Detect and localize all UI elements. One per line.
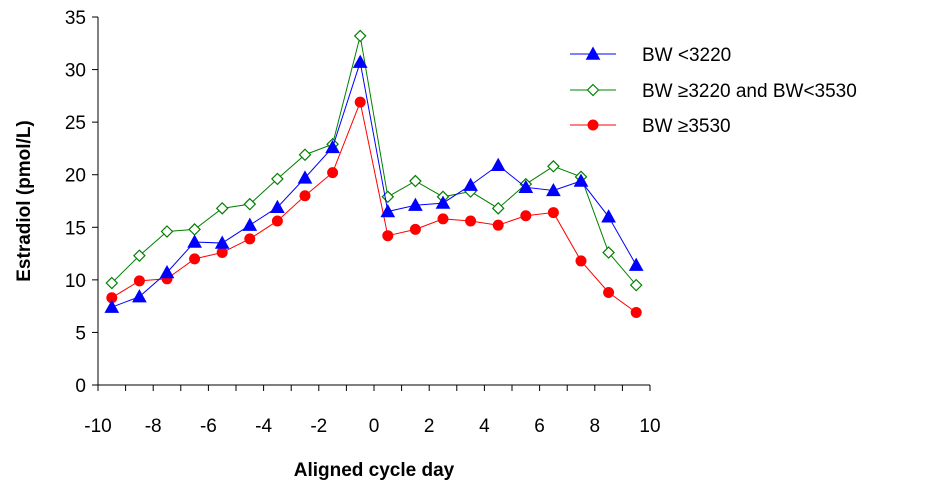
data-point xyxy=(547,159,560,173)
data-point xyxy=(628,257,644,271)
data-point xyxy=(354,96,366,108)
legend-marker xyxy=(586,83,600,97)
data-point xyxy=(242,217,258,231)
data-point xyxy=(437,213,449,225)
data-point xyxy=(547,207,559,219)
data-point xyxy=(325,139,340,154)
series-line xyxy=(111,62,637,308)
data-point xyxy=(603,286,615,298)
data-point xyxy=(409,174,422,188)
data-point xyxy=(465,215,477,227)
data-point xyxy=(408,197,423,211)
data-point xyxy=(297,170,313,184)
series-2 xyxy=(106,96,642,318)
data-point xyxy=(380,203,396,218)
data-point xyxy=(520,210,532,222)
data-point xyxy=(409,223,421,235)
data-point xyxy=(104,299,120,313)
y-axis-title: Estradiol (pmol/L) xyxy=(14,120,35,282)
data-point xyxy=(214,235,230,249)
y-tick-label: 0 xyxy=(75,376,86,397)
data-point xyxy=(546,182,561,197)
data-point xyxy=(490,157,506,171)
data-point xyxy=(435,195,451,209)
data-point xyxy=(327,167,339,179)
data-point xyxy=(105,276,119,290)
data-point xyxy=(270,199,285,214)
data-point xyxy=(215,202,229,215)
data-point xyxy=(492,219,504,231)
x-axis: -10 -8 -6 -4 -2 0 2 4 6 8 10 xyxy=(84,384,661,437)
y-axis: 0 5 10 15 20 25 30 35 xyxy=(65,8,99,397)
x-tick-label: -10 xyxy=(84,416,111,437)
data-point xyxy=(189,253,201,265)
series-line xyxy=(111,100,637,313)
data-point xyxy=(630,306,642,318)
legend-item: BW ≥3220 and BW<3530 xyxy=(570,81,857,102)
x-tick-label: 4 xyxy=(479,416,490,437)
series-layer xyxy=(104,29,644,318)
x-tick-label: 6 xyxy=(534,416,545,437)
data-point xyxy=(602,246,615,259)
data-point xyxy=(244,233,256,245)
y-tick-label: 5 xyxy=(75,323,86,344)
x-axis-title: Aligned cycle day xyxy=(294,460,455,481)
data-point xyxy=(132,289,147,303)
x-tick-label: 8 xyxy=(590,416,601,437)
data-point xyxy=(299,190,311,202)
data-point xyxy=(352,54,368,68)
data-point xyxy=(463,177,478,191)
data-point xyxy=(353,29,367,43)
data-point xyxy=(216,247,228,259)
data-point xyxy=(271,215,283,227)
y-tick-label: 10 xyxy=(65,271,86,292)
series-0 xyxy=(104,54,644,313)
data-point xyxy=(629,278,643,292)
y-tick-label: 20 xyxy=(65,166,86,187)
x-tick-label: -8 xyxy=(145,416,162,437)
legend-marker xyxy=(587,119,599,131)
x-tick-label: -6 xyxy=(200,416,217,437)
x-tick-label: 0 xyxy=(369,416,380,437)
legend-label: BW <3220 xyxy=(642,45,731,66)
y-tick-label: 35 xyxy=(65,8,86,29)
y-tick-label: 25 xyxy=(65,113,86,134)
legend-item: BW ≥3530 xyxy=(570,116,731,137)
x-tick-label: 10 xyxy=(639,416,660,437)
data-point xyxy=(187,234,202,248)
data-point xyxy=(188,223,201,236)
data-point xyxy=(491,202,505,215)
data-point xyxy=(243,197,257,211)
series-line xyxy=(111,35,637,286)
legend: BW <3220 BW ≥3220 and BW<3530 BW ≥3530 xyxy=(570,45,857,137)
data-point xyxy=(159,264,175,279)
legend-marker xyxy=(585,46,601,60)
data-point xyxy=(382,230,394,242)
data-point xyxy=(518,179,534,194)
x-tick-label: 2 xyxy=(424,416,435,437)
data-point xyxy=(573,173,589,187)
y-tick-label: 15 xyxy=(65,218,86,239)
data-point xyxy=(298,148,312,162)
y-tick-label: 30 xyxy=(65,61,86,82)
data-point xyxy=(133,249,146,263)
data-point xyxy=(160,225,174,238)
x-tick-label: -4 xyxy=(255,416,272,437)
data-point xyxy=(601,209,616,223)
legend-label: BW ≥3220 and BW<3530 xyxy=(642,81,857,102)
data-point xyxy=(133,275,145,287)
series-1 xyxy=(105,29,643,292)
data-point xyxy=(575,255,587,267)
data-point xyxy=(271,172,284,186)
x-tick-label: -2 xyxy=(310,416,327,437)
legend-label: BW ≥3530 xyxy=(642,116,731,137)
legend-item: BW <3220 xyxy=(570,45,731,66)
